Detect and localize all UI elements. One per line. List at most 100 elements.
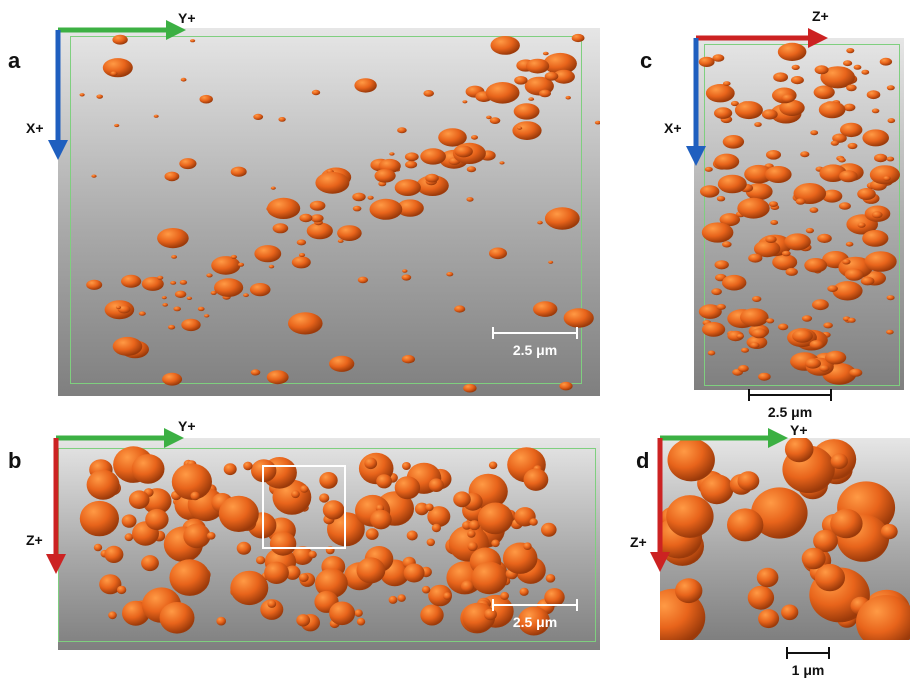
x-axis-arrowhead bbox=[686, 146, 706, 166]
particle bbox=[267, 197, 301, 219]
particle bbox=[840, 122, 863, 138]
particle bbox=[722, 135, 745, 149]
particle bbox=[843, 103, 856, 112]
particle bbox=[309, 200, 326, 211]
particle bbox=[423, 90, 435, 97]
particle bbox=[268, 264, 275, 269]
particle bbox=[738, 365, 749, 372]
particle bbox=[181, 318, 201, 332]
particle bbox=[827, 285, 838, 292]
particle bbox=[517, 606, 550, 636]
particle bbox=[862, 129, 889, 147]
particle bbox=[367, 195, 374, 200]
panel-a-image bbox=[58, 28, 600, 396]
particle bbox=[517, 126, 523, 130]
particle bbox=[272, 223, 289, 234]
particle bbox=[784, 438, 814, 463]
particle bbox=[315, 568, 348, 599]
particle bbox=[666, 495, 714, 538]
particle bbox=[730, 100, 739, 107]
particle bbox=[260, 599, 284, 620]
particle bbox=[846, 48, 855, 54]
particle bbox=[486, 115, 492, 120]
particle bbox=[544, 588, 565, 607]
particle bbox=[545, 574, 556, 583]
particle bbox=[800, 151, 810, 158]
particle bbox=[529, 518, 538, 526]
particle bbox=[180, 77, 187, 82]
particle bbox=[141, 276, 164, 291]
particle bbox=[502, 542, 538, 574]
particle bbox=[717, 174, 747, 194]
particle bbox=[748, 253, 763, 263]
particle bbox=[830, 453, 848, 469]
particle bbox=[773, 72, 788, 82]
particle bbox=[169, 559, 210, 596]
particle bbox=[886, 85, 895, 91]
particle bbox=[425, 173, 439, 183]
particle bbox=[823, 322, 833, 329]
particle bbox=[210, 290, 217, 295]
particle bbox=[356, 557, 386, 584]
particle bbox=[337, 225, 362, 242]
particle bbox=[396, 199, 424, 217]
particle bbox=[832, 281, 863, 301]
particle bbox=[700, 474, 734, 505]
particle bbox=[805, 227, 814, 234]
particle bbox=[770, 220, 779, 225]
particle bbox=[406, 530, 418, 541]
particle bbox=[801, 315, 813, 322]
particle bbox=[471, 561, 508, 595]
particle bbox=[727, 330, 744, 342]
particle bbox=[291, 256, 311, 269]
particle bbox=[711, 288, 722, 296]
particle bbox=[860, 276, 875, 286]
particle bbox=[744, 164, 774, 184]
particle bbox=[214, 278, 244, 297]
particle bbox=[563, 308, 594, 328]
particle bbox=[454, 145, 473, 158]
particle bbox=[814, 563, 845, 592]
particle bbox=[249, 283, 271, 297]
particle bbox=[91, 174, 97, 178]
particle bbox=[243, 293, 249, 298]
particle bbox=[173, 306, 181, 312]
particle bbox=[460, 580, 475, 593]
particle bbox=[468, 520, 480, 531]
particle bbox=[765, 235, 777, 243]
particle bbox=[216, 616, 226, 626]
particle bbox=[388, 595, 398, 604]
particle bbox=[839, 170, 858, 183]
particle bbox=[761, 109, 778, 120]
particle bbox=[552, 69, 575, 84]
particle bbox=[716, 196, 726, 202]
particle bbox=[819, 365, 830, 372]
particle bbox=[499, 161, 505, 165]
particle bbox=[329, 355, 355, 372]
particle bbox=[519, 587, 529, 596]
particle bbox=[128, 490, 150, 509]
panel-b-axis-v-label: Z+ bbox=[26, 532, 43, 548]
particle bbox=[115, 305, 122, 310]
particle bbox=[821, 189, 843, 203]
particle bbox=[288, 312, 323, 335]
particle bbox=[886, 156, 895, 162]
particle bbox=[162, 303, 168, 307]
particle bbox=[104, 545, 124, 563]
particle bbox=[296, 614, 311, 627]
particle bbox=[86, 469, 120, 500]
particle bbox=[102, 58, 133, 78]
panel-c-scale-bar: 2.5 μm bbox=[748, 389, 832, 424]
particle bbox=[264, 561, 289, 584]
particle bbox=[795, 198, 806, 205]
particle bbox=[402, 462, 411, 470]
particle bbox=[278, 117, 286, 122]
particle bbox=[99, 574, 122, 595]
particle bbox=[565, 95, 571, 100]
particle bbox=[887, 118, 896, 124]
particle bbox=[857, 222, 866, 228]
particle bbox=[756, 567, 779, 588]
particle bbox=[426, 538, 435, 547]
